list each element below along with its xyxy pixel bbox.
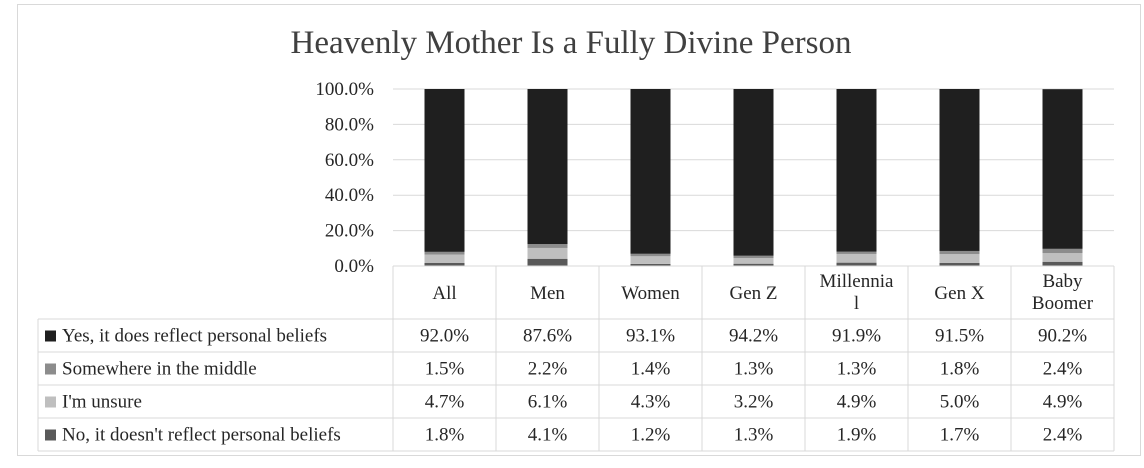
category-label: Baby Boomer xyxy=(1032,271,1094,314)
category-label: Gen Z xyxy=(729,283,777,304)
y-tick-label: 20.0% xyxy=(325,221,374,242)
category-label: Millennia l xyxy=(820,271,894,314)
data-label: 3.2% xyxy=(734,392,774,413)
bar-segment xyxy=(836,89,877,252)
bar-segment xyxy=(630,89,671,254)
category-label: Men xyxy=(530,283,565,304)
data-label: 1.3% xyxy=(734,425,774,446)
bars xyxy=(424,89,1083,266)
data-label: 91.5% xyxy=(935,326,984,347)
legend-key xyxy=(45,330,56,342)
y-axis: 0.0% 20.0% 40.0% 60.0% 80.0% 100.0% xyxy=(315,79,374,277)
legend-label: No, it doesn't reflect personal beliefs xyxy=(62,425,341,446)
data-label: 6.1% xyxy=(528,392,568,413)
bar-segment xyxy=(527,89,568,245)
data-label: 1.4% xyxy=(631,359,671,380)
category-label: All xyxy=(432,283,456,304)
y-tick-label: 0.0% xyxy=(334,256,374,277)
bar-segment xyxy=(630,263,671,266)
data-label: 1.3% xyxy=(734,359,774,380)
data-label: 1.8% xyxy=(425,425,465,446)
bar-segment xyxy=(836,253,877,263)
category-label: Gen X xyxy=(934,283,984,304)
bar-segment xyxy=(424,251,465,255)
y-tick-label: 40.0% xyxy=(325,185,374,206)
data-label: 1.8% xyxy=(940,359,980,380)
bar-segment xyxy=(836,251,877,254)
data-label: 2.4% xyxy=(1043,359,1083,380)
bar-segment xyxy=(1042,261,1083,266)
data-label: 1.9% xyxy=(837,425,877,446)
bar-segment xyxy=(424,89,465,252)
bar-segment xyxy=(630,256,671,264)
data-label: 4.7% xyxy=(425,392,465,413)
data-label: 1.2% xyxy=(631,425,671,446)
legend-key xyxy=(45,429,56,441)
bar-segment xyxy=(733,255,774,259)
bar-segment xyxy=(733,89,774,256)
chart-frame xyxy=(17,4,1141,456)
data-label: 1.7% xyxy=(940,425,980,446)
y-tick-label: 100.0% xyxy=(315,79,374,100)
data-label: 91.9% xyxy=(832,326,881,347)
data-label: 4.1% xyxy=(528,425,568,446)
legend-label: Yes, it does reflect personal beliefs xyxy=(62,326,327,347)
data-label: 90.2% xyxy=(1038,326,1087,347)
bar-segment xyxy=(939,250,980,255)
data-label: 1.3% xyxy=(837,359,877,380)
legend-key xyxy=(45,363,56,375)
data-label: 2.2% xyxy=(528,359,568,380)
y-tick-label: 60.0% xyxy=(325,150,374,171)
data-label: 4.9% xyxy=(1043,392,1083,413)
y-tick-label: 80.0% xyxy=(325,114,374,135)
data-label: 94.2% xyxy=(729,326,778,347)
bar-segment xyxy=(527,244,568,248)
bar-segment xyxy=(424,254,465,263)
data-label: 87.6% xyxy=(523,326,572,347)
legend-label: I'm unsure xyxy=(62,392,142,413)
bar-segment xyxy=(939,262,980,266)
data-label: 4.9% xyxy=(837,392,877,413)
bar-segment xyxy=(733,263,774,266)
bar-segment xyxy=(527,247,568,259)
bar-segment xyxy=(1042,253,1083,262)
bar-segment xyxy=(630,253,671,257)
bar-segment xyxy=(527,258,568,266)
bar-segment xyxy=(1042,89,1083,249)
bar-segment xyxy=(939,254,980,263)
category-label: Women xyxy=(621,283,680,304)
legend-key xyxy=(45,396,56,408)
data-label: 4.3% xyxy=(631,392,671,413)
bar-segment xyxy=(733,258,774,264)
bar-segment xyxy=(836,262,877,266)
legend-label: Somewhere in the middle xyxy=(62,359,257,380)
data-label: 92.0% xyxy=(420,326,469,347)
data-table: All Men Women Gen Z Millennia l Gen X Baby Boome… xyxy=(37,265,1115,452)
data-label: 93.1% xyxy=(626,326,675,347)
bar-segment xyxy=(1042,248,1083,254)
bar-segment xyxy=(939,89,980,251)
chart-title: Heavenly Mother Is a Fully Divine Person xyxy=(291,25,852,61)
data-label: 5.0% xyxy=(940,392,980,413)
data-label: 2.4% xyxy=(1043,425,1083,446)
data-label: 1.5% xyxy=(425,359,465,380)
bar-segment xyxy=(424,262,465,266)
